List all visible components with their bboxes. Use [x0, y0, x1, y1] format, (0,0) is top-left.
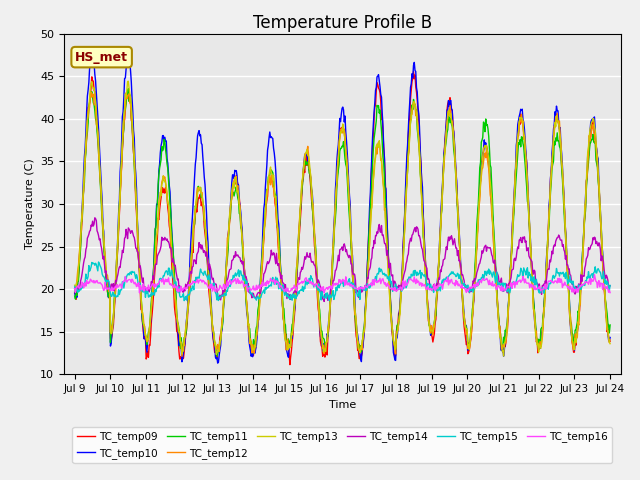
- TC_temp12: [87, 89, 95, 95]
- Title: Temperature Profile B: Temperature Profile B: [253, 14, 432, 32]
- TC_temp14: [219, 288, 227, 293]
- TC_temp11: [213, 353, 221, 359]
- TC_temp09: [410, 69, 417, 74]
- TC_temp16: [408, 277, 416, 283]
- TC_temp14: [91, 215, 99, 221]
- TC_temp15: [71, 284, 79, 289]
- TC_temp10: [409, 75, 417, 81]
- TC_temp16: [136, 290, 143, 296]
- TC_temp14: [71, 286, 79, 291]
- TC_temp11: [136, 282, 144, 288]
- Line: TC_temp11: TC_temp11: [75, 89, 610, 356]
- TC_temp11: [71, 293, 79, 299]
- Text: HS_met: HS_met: [75, 51, 128, 64]
- TC_temp12: [136, 279, 144, 285]
- TC_temp14: [191, 257, 198, 263]
- TC_temp09: [190, 226, 198, 231]
- TC_temp12: [191, 209, 199, 215]
- TC_temp12: [606, 337, 614, 343]
- TC_temp12: [81, 173, 88, 179]
- TC_temp11: [409, 107, 417, 112]
- TC_temp09: [218, 316, 226, 322]
- TC_temp16: [606, 290, 614, 296]
- TC_temp15: [180, 298, 188, 303]
- TC_temp12: [71, 289, 79, 295]
- TC_temp13: [408, 107, 416, 112]
- TC_temp10: [71, 289, 79, 295]
- TC_temp11: [220, 302, 227, 308]
- Y-axis label: Temperature (C): Temperature (C): [24, 158, 35, 250]
- TC_temp10: [214, 360, 221, 366]
- TC_temp10: [88, 51, 95, 57]
- TC_temp09: [286, 362, 294, 368]
- TC_temp14: [409, 231, 417, 237]
- TC_temp15: [606, 283, 614, 288]
- TC_temp14: [81, 256, 88, 262]
- TC_temp14: [424, 276, 432, 281]
- TC_temp15: [136, 280, 144, 286]
- TC_temp13: [125, 78, 132, 84]
- TC_temp16: [218, 287, 226, 292]
- TC_temp12: [409, 103, 417, 108]
- Line: TC_temp15: TC_temp15: [75, 262, 610, 300]
- TC_temp14: [136, 263, 144, 269]
- TC_temp13: [136, 280, 144, 286]
- Legend: TC_temp09, TC_temp10, TC_temp11, TC_temp12, TC_temp13, TC_temp14, TC_temp15, TC_: TC_temp09, TC_temp10, TC_temp11, TC_temp…: [72, 427, 612, 463]
- TC_temp09: [424, 318, 432, 324]
- Line: TC_temp09: TC_temp09: [75, 72, 610, 365]
- TC_temp11: [424, 312, 432, 318]
- TC_temp10: [81, 154, 88, 159]
- Line: TC_temp16: TC_temp16: [75, 275, 610, 293]
- TC_temp10: [606, 335, 614, 340]
- TC_temp13: [71, 282, 79, 288]
- TC_temp14: [606, 283, 614, 288]
- TC_temp13: [500, 353, 508, 359]
- TC_temp16: [591, 272, 598, 277]
- TC_temp15: [81, 282, 88, 288]
- TC_temp13: [191, 215, 198, 220]
- TC_temp16: [71, 286, 79, 292]
- TC_temp11: [125, 86, 132, 92]
- TC_temp16: [81, 282, 88, 288]
- TC_temp13: [606, 341, 614, 347]
- TC_temp12: [220, 299, 227, 305]
- Line: TC_temp13: TC_temp13: [75, 81, 610, 356]
- TC_temp09: [71, 290, 79, 296]
- TC_temp15: [220, 293, 227, 299]
- Line: TC_temp12: TC_temp12: [75, 92, 610, 356]
- TC_temp09: [408, 79, 416, 84]
- TC_temp16: [424, 284, 431, 289]
- TC_temp10: [191, 174, 198, 180]
- TC_temp10: [424, 305, 432, 311]
- Line: TC_temp10: TC_temp10: [75, 54, 610, 363]
- TC_temp09: [136, 272, 143, 278]
- TC_temp11: [191, 221, 198, 227]
- TC_temp12: [178, 353, 186, 359]
- TC_temp09: [81, 167, 88, 173]
- TC_temp12: [424, 311, 432, 316]
- TC_temp15: [95, 259, 102, 265]
- TC_temp15: [424, 281, 432, 287]
- Line: TC_temp14: TC_temp14: [75, 218, 610, 301]
- TC_temp13: [424, 308, 431, 313]
- X-axis label: Time: Time: [329, 400, 356, 409]
- TC_temp16: [190, 279, 198, 285]
- TC_temp15: [191, 278, 199, 284]
- TC_temp14: [320, 299, 328, 304]
- TC_temp10: [220, 300, 227, 306]
- TC_temp09: [606, 338, 614, 344]
- TC_temp13: [81, 166, 88, 171]
- TC_temp11: [81, 180, 88, 185]
- TC_temp13: [219, 312, 227, 318]
- TC_temp10: [136, 283, 144, 289]
- TC_temp11: [606, 322, 614, 328]
- TC_temp16: [320, 290, 328, 296]
- TC_temp15: [409, 273, 417, 279]
